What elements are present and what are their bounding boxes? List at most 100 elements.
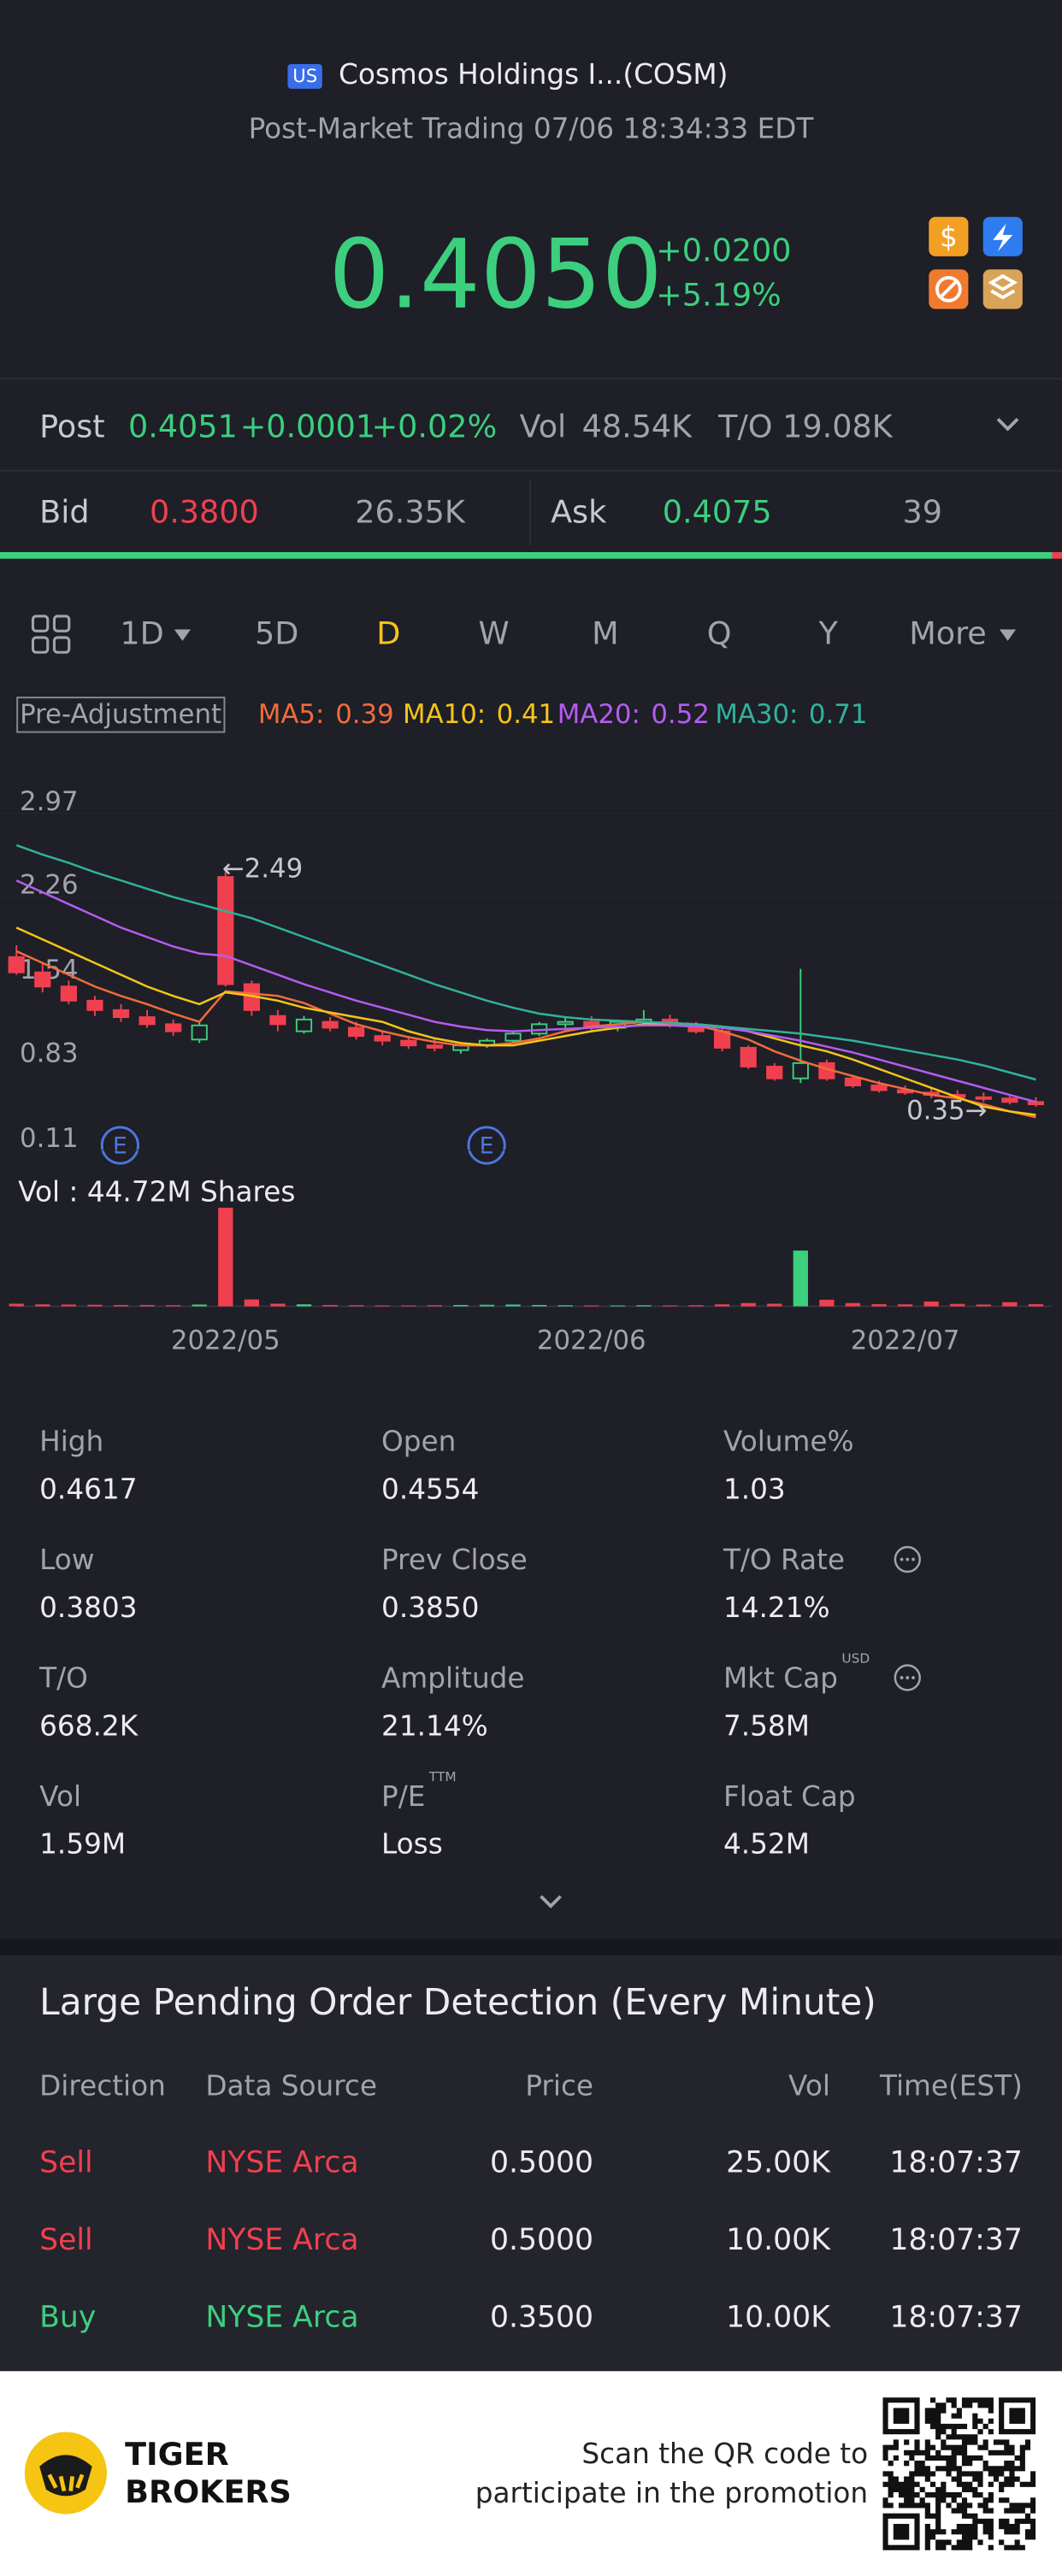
orders-cell: NYSE Arca <box>205 2300 359 2336</box>
candle-body <box>295 1018 313 1032</box>
candle-body <box>60 985 77 1002</box>
post-vol: 48.54K <box>581 409 693 446</box>
stat-value: 21.14% <box>381 1710 488 1744</box>
volume-bar <box>897 1304 913 1307</box>
info-icon[interactable] <box>893 1663 923 1693</box>
brand-name: BROKERS <box>125 2474 292 2511</box>
last-price: 0.4050 <box>328 218 663 331</box>
period-tab[interactable]: Q <box>706 615 732 653</box>
period-tab[interactable]: M <box>592 615 619 653</box>
bid-price: 0.3800 <box>149 494 259 531</box>
candle-body <box>870 1085 888 1091</box>
post-price: 0.4051 <box>127 409 238 446</box>
adjustment-toggle[interactable]: Pre-Adjustment <box>16 697 225 733</box>
stat-label: T/O Rate <box>723 1544 846 1578</box>
volume-bar <box>558 1305 573 1307</box>
volume-bar <box>218 1208 233 1307</box>
candle-body <box>217 876 234 985</box>
period-tab[interactable]: 1D <box>120 615 164 653</box>
more-chevron[interactable] <box>538 1893 564 1909</box>
orders-cell: 10.00K <box>726 2223 830 2258</box>
volume-bar <box>61 1304 77 1307</box>
orders-cell: Sell <box>39 2223 93 2258</box>
feature-icons[interactable]: $ <box>924 214 1030 315</box>
stat-value: 7.58M <box>723 1710 810 1744</box>
volume-bar <box>1002 1302 1018 1307</box>
candle-body <box>766 1066 783 1079</box>
stat-label: P/E <box>381 1781 426 1814</box>
stat-value: 14.21% <box>723 1591 830 1626</box>
orders-cell: 0.5000 <box>489 2145 594 2181</box>
stat-badge: USD <box>841 1651 870 1667</box>
orders-cell: 18:07:37 <box>889 2145 1023 2181</box>
candle-body <box>112 1009 130 1019</box>
stat-value: Loss <box>381 1828 443 1862</box>
earnings-marker[interactable]: E <box>100 1126 139 1165</box>
promo-text: Scan the QR code to <box>581 2438 869 2472</box>
volume-bar <box>767 1303 782 1307</box>
orders-cell: 25.00K <box>726 2145 830 2181</box>
expand-chevron[interactable] <box>994 414 1021 433</box>
orders-header: Time(EST) <box>879 2070 1023 2103</box>
qr-finder <box>1009 2408 1025 2424</box>
y-tick-label: 0.11 <box>20 1123 78 1154</box>
candle-body <box>269 1015 286 1026</box>
volume-bar <box>453 1304 469 1307</box>
volume-bar <box>322 1304 338 1307</box>
period-tab[interactable]: More <box>909 615 987 653</box>
stock-title[interactable]: Cosmos Holdings I...(COSM) <box>339 59 729 92</box>
period-tab[interactable]: Y <box>818 615 838 653</box>
volume-bar <box>610 1305 625 1307</box>
volume-bar <box>845 1303 861 1307</box>
svg-text:E: E <box>480 1133 494 1160</box>
candle-body <box>1027 1101 1045 1106</box>
volume-bar <box>636 1305 652 1307</box>
period-tab[interactable]: D <box>376 615 401 653</box>
y-tick-label: 0.83 <box>20 1038 78 1069</box>
layout-icon[interactable] <box>31 615 71 654</box>
volume-bar <box>531 1304 547 1307</box>
stat-value: 0.4554 <box>381 1473 480 1508</box>
candle-body <box>740 1046 757 1067</box>
stat-label: Amplitude <box>381 1662 525 1697</box>
period-tab[interactable]: W <box>478 615 510 653</box>
legend-name: MA10: <box>403 698 487 730</box>
orders-cell: 0.5000 <box>489 2223 594 2258</box>
period-tab[interactable]: 5D <box>255 615 299 653</box>
volume-bar <box>479 1304 495 1307</box>
stat-label: Low <box>39 1544 95 1578</box>
orders-cell: NYSE Arca <box>205 2223 359 2258</box>
info-icon[interactable] <box>893 1544 923 1574</box>
candle-body <box>139 1016 156 1026</box>
volume-bar <box>348 1305 364 1307</box>
qr-code[interactable] <box>882 2397 1036 2550</box>
post-change-pct: +0.02% <box>371 409 498 446</box>
legend-name: MA30: <box>715 698 799 730</box>
volume-bar <box>296 1304 312 1307</box>
legend-value: 0.71 <box>808 698 868 730</box>
bid-ask-bar <box>1052 551 1062 559</box>
market-badge: US <box>287 63 322 89</box>
ask-label: Ask <box>551 494 607 531</box>
orders-cell: Buy <box>39 2300 97 2336</box>
candle-body <box>8 956 25 973</box>
price-change: +0.0200 <box>656 233 792 270</box>
orders-cell: 10.00K <box>726 2300 830 2336</box>
stat-label: T/O <box>39 1662 88 1697</box>
orders-title: Large Pending Order Detection (Every Min… <box>39 1983 876 2025</box>
earnings-marker[interactable]: E <box>467 1126 506 1165</box>
volume-bar <box>976 1304 991 1307</box>
orders-cell: 18:07:37 <box>889 2300 1023 2336</box>
volume-bar <box>688 1305 704 1307</box>
post-vol-label: Vol <box>519 409 567 446</box>
legend-value: 0.41 <box>496 698 556 730</box>
orders-cell: 0.3500 <box>489 2300 594 2336</box>
stat-badge: TTM <box>428 1769 457 1785</box>
divider <box>0 378 1062 380</box>
stat-label: Prev Close <box>381 1544 528 1578</box>
qr-finder <box>882 2513 920 2550</box>
orders-header: Vol <box>788 2070 830 2103</box>
